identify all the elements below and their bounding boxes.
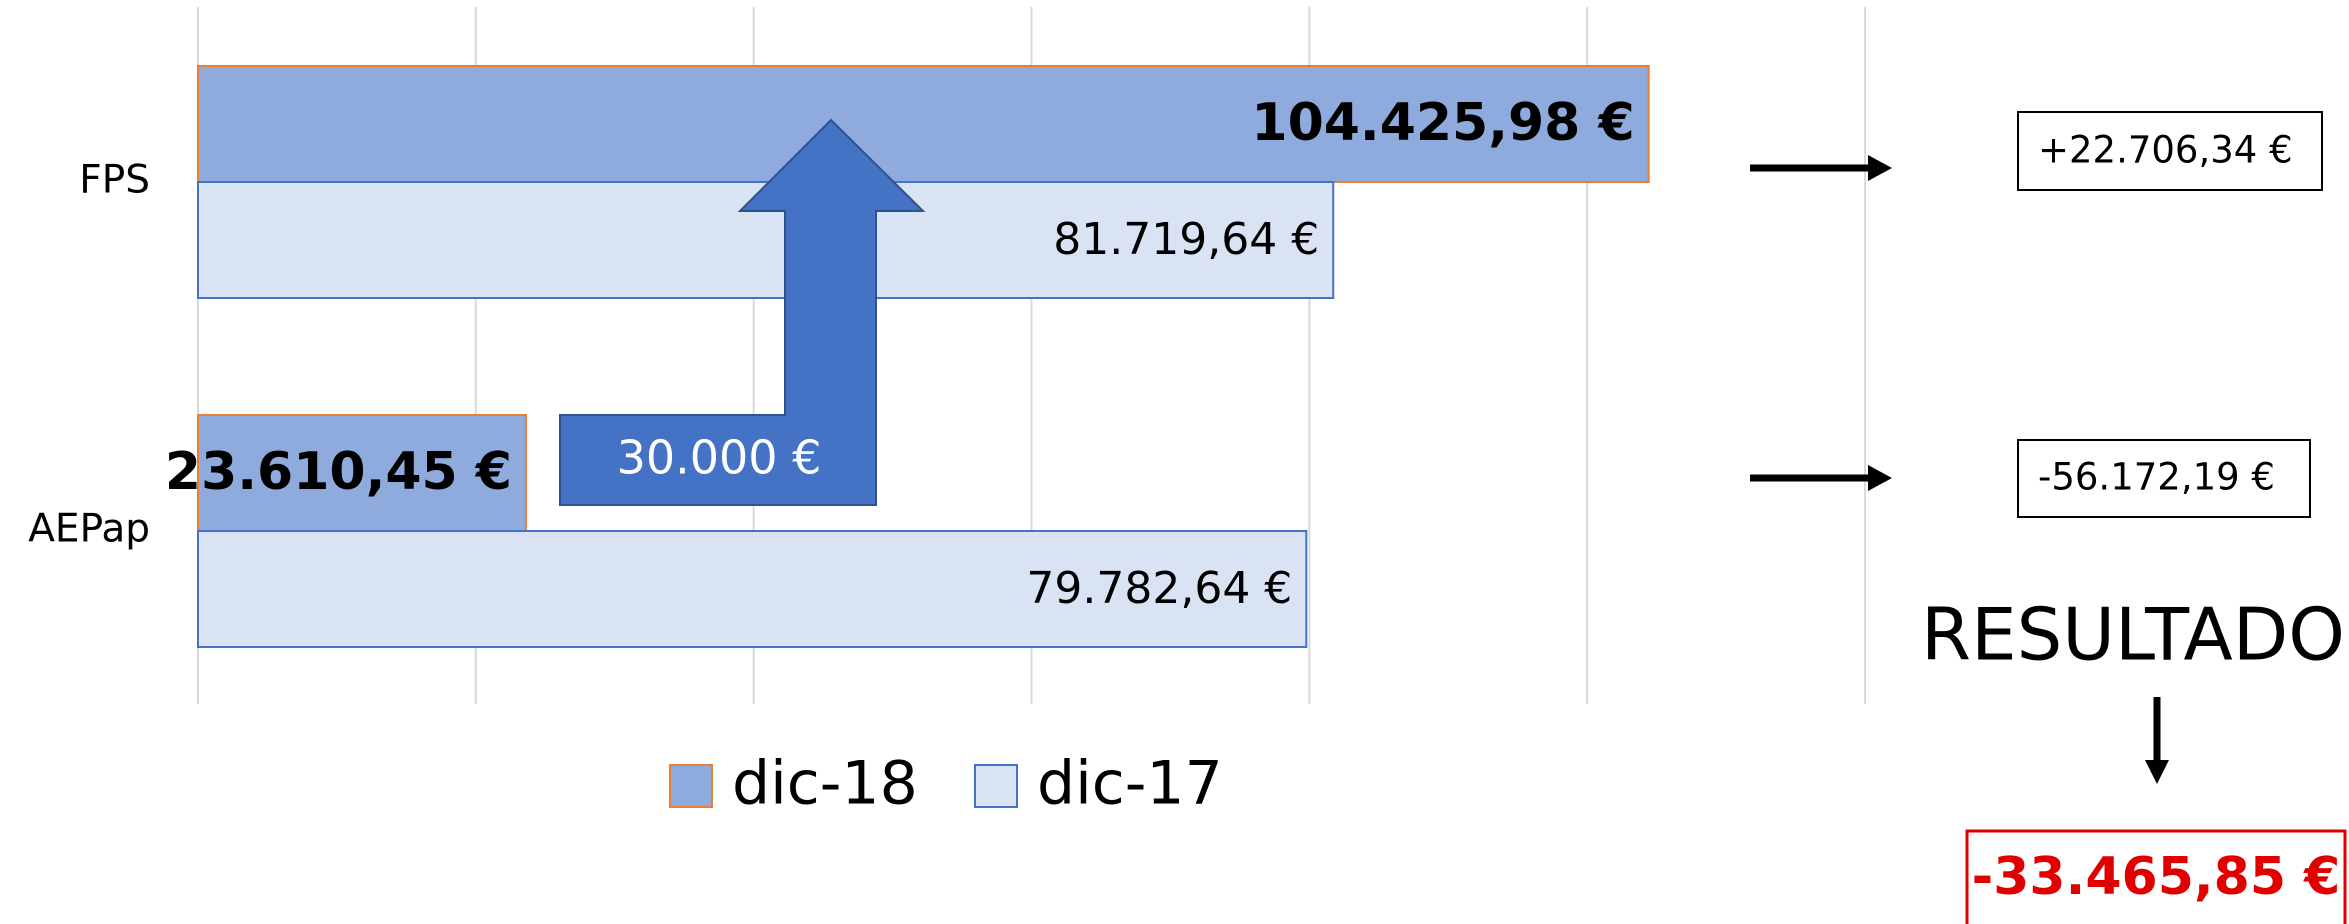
bar (197, 414, 527, 532)
diff-label: -56.172,19 € (2038, 456, 2275, 499)
legend-label: dic-18 (732, 749, 918, 819)
y-tick-label: FPS (79, 158, 150, 203)
legend-swatch (669, 764, 713, 808)
diff-arrows (1750, 164, 2161, 762)
legend-label: dic-17 (1037, 749, 1223, 819)
value-label: 81.719,64 € (1053, 214, 1319, 265)
diff-box (2017, 111, 2323, 191)
result-value: -33.465,85 € (1972, 847, 2341, 907)
result-title: RESULTADO (1921, 593, 2345, 677)
value-label: 79.782,64 € (1026, 563, 1292, 614)
y-tick-label: AEPap (28, 507, 150, 552)
bars: 104.425,98 € 81.719,64 € 23.610,45 € 79.782… (165, 65, 1650, 648)
arrow-label: 30.000 € (617, 431, 822, 485)
transfer-arrow (559, 118, 926, 506)
diff-label: +22.706,34 € (2038, 129, 2293, 172)
legend-swatch (974, 764, 1018, 808)
value-label: 23.610,45 € (165, 442, 512, 502)
diff-box (2017, 439, 2311, 518)
result-box (1965, 829, 2347, 924)
bar (197, 530, 1308, 648)
value-label: 104.425,98 € (1251, 93, 1634, 153)
